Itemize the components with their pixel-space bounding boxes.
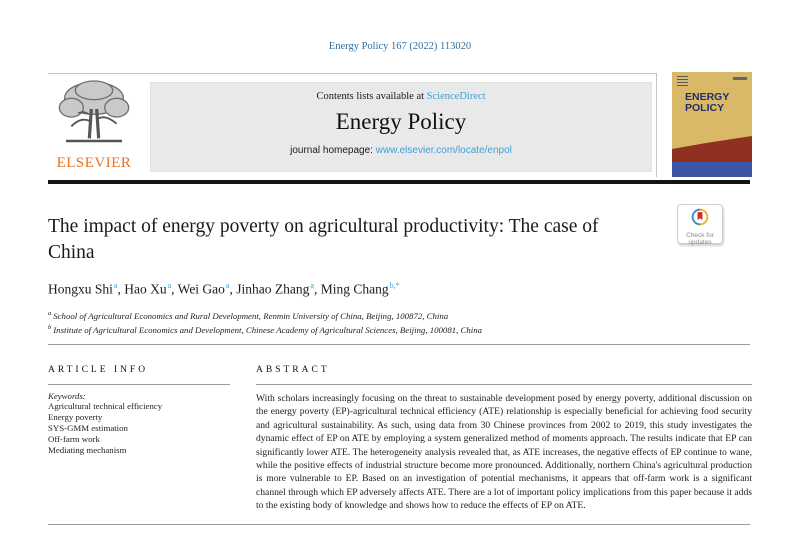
elsevier-tree-icon <box>54 80 134 153</box>
keyword-item: Off-farm work <box>48 434 100 444</box>
journal-title: Energy Policy <box>335 109 467 134</box>
author-affiliation-sup: a <box>113 281 118 290</box>
author-name: Jinhao Zhang <box>236 281 310 297</box>
author-name: Hongxu Shi <box>48 281 113 297</box>
author-name: Ming Chang <box>320 281 389 297</box>
masthead-divider-rule <box>48 180 750 184</box>
affiliation-text: Institute of Agricultural Economics and … <box>53 324 483 335</box>
affiliation-sup: a <box>48 310 52 317</box>
author-separator: , <box>313 281 321 297</box>
header-vertical-rule <box>656 73 657 177</box>
author-affiliation-sup: b,* <box>389 281 400 290</box>
columns-bottom-rule <box>48 524 750 525</box>
keyword-item: Energy poverty <box>48 412 103 422</box>
article-title: The impact of energy poverty on agricult… <box>48 216 599 263</box>
article-info-rule <box>48 384 230 385</box>
keyword-item: SYS-GMM estimation <box>48 423 128 433</box>
sciencedirect-link[interactable]: ScienceDirect <box>426 91 486 102</box>
keyword-item: Mediating mechanism <box>48 445 127 455</box>
abstract-heading: ABSTRACT <box>256 365 330 375</box>
affiliation-line: a School of Agricultural Economics and Ru… <box>48 308 728 322</box>
article-info-heading: ARTICLE INFO <box>48 365 149 375</box>
author-separator: , <box>117 281 125 297</box>
affiliations: a School of Agricultural Economics and Ru… <box>48 308 728 336</box>
author-separator: , <box>229 281 237 297</box>
cover-publisher-mark <box>677 76 688 88</box>
header-top-rule <box>48 73 656 74</box>
author-affiliation-sup: a <box>225 281 230 290</box>
cover-issue-mark <box>733 77 747 80</box>
journal-cover-thumbnail: ENERGY POLICY <box>672 72 752 177</box>
abstract-text: With scholars increasingly focusing on t… <box>256 393 752 512</box>
author-name: Hao Xu <box>124 281 167 297</box>
affiliation-text: School of Agricultural Economics and Rur… <box>53 310 449 321</box>
contents-prefix: Contents lists available at <box>316 91 427 102</box>
keywords-label: Keywords: <box>48 391 86 401</box>
homepage-url-link[interactable]: www.elsevier.com/locate/enpol <box>375 145 512 156</box>
cover-mountain-graphic <box>672 136 752 162</box>
check-for-updates-label: Check for updates <box>686 232 714 246</box>
columns-top-rule <box>48 344 750 345</box>
affiliation-sup: b <box>48 323 52 331</box>
contents-line: Contents lists available at ScienceDirec… <box>151 91 651 102</box>
article-info-section: ARTICLE INFO Keywords: Agricultural tech… <box>48 365 230 456</box>
affiliation-line: b Institute of Agricultural Economics and… <box>48 322 728 336</box>
abstract-section: ABSTRACT With scholars increasingly focu… <box>256 365 752 513</box>
masthead-box: Contents lists available at ScienceDirec… <box>150 82 652 172</box>
cover-title: ENERGY POLICY <box>685 91 730 114</box>
keyword-item: Agricultural technical efficiency <box>48 401 163 411</box>
abstract-rule <box>256 384 752 385</box>
author-affiliation-sup: a <box>167 281 172 290</box>
check-for-updates-icon <box>691 208 709 230</box>
author-separator: , <box>171 281 178 297</box>
author-name: Wei Gao <box>177 281 225 297</box>
cover-bottom-band <box>672 162 752 177</box>
homepage-label: journal homepage: <box>290 145 376 156</box>
elsevier-logo: ELSEVIER <box>46 77 142 175</box>
elsevier-wordmark: ELSEVIER <box>56 155 132 171</box>
homepage-line: journal homepage: www.elsevier.com/locat… <box>151 145 651 156</box>
check-for-updates-badge[interactable]: Check for updates <box>677 204 723 246</box>
journal-citation: Energy Policy 167 (2022) 113020 <box>328 41 472 52</box>
authors-line: Hongxu Shia, Hao Xua, Wei Gaoa, Jinhao Z… <box>48 281 708 298</box>
author-affiliation-sup: a <box>310 281 314 290</box>
